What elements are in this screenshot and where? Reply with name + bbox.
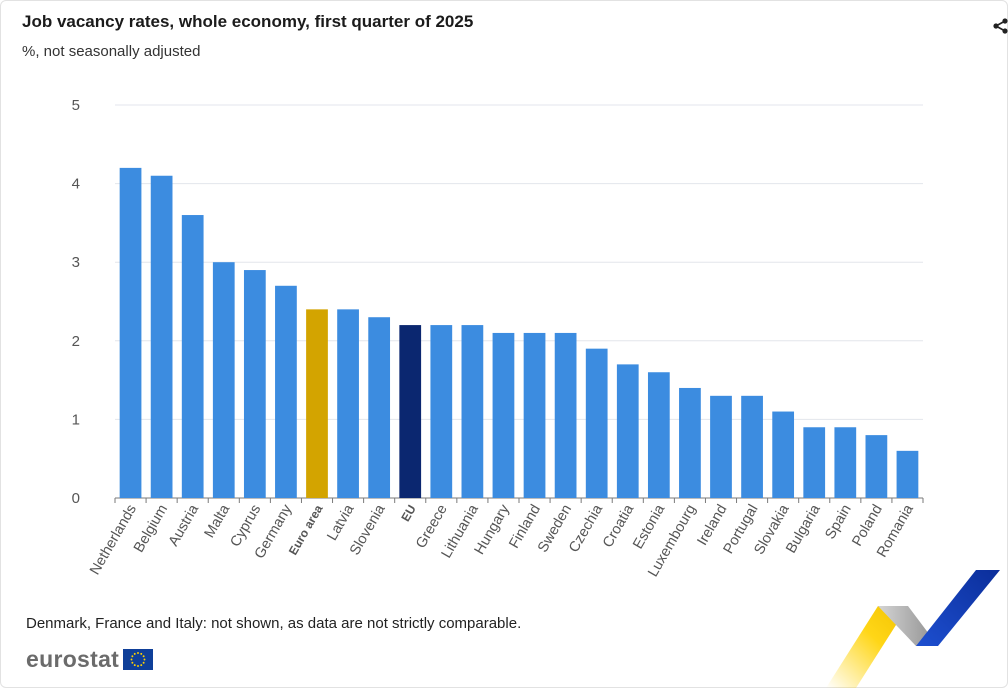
bar-austria[interactable] xyxy=(181,215,204,499)
bar-euro-area[interactable] xyxy=(306,309,328,498)
flag-star xyxy=(137,652,140,654)
bar-germany[interactable] xyxy=(275,285,297,498)
x-tick-label: Spain xyxy=(822,502,854,542)
flag-star xyxy=(142,655,145,658)
bar-estonia[interactable] xyxy=(647,372,670,498)
flag-star xyxy=(140,652,143,655)
bar-latvia[interactable] xyxy=(337,309,359,498)
bar-slovakia[interactable] xyxy=(772,411,795,498)
bar-bulgaria[interactable] xyxy=(803,427,826,498)
flag-star xyxy=(131,661,134,664)
chart-subtitle: %, not seasonally adjusted xyxy=(22,43,201,60)
x-tick-label: Malta xyxy=(202,501,234,541)
footnote: Denmark, France and Italy: not shown, as… xyxy=(26,615,522,632)
bar-sweden[interactable] xyxy=(554,332,577,498)
y-tick-label: 4 xyxy=(72,176,80,193)
y-tick-label: 3 xyxy=(72,254,80,271)
eu-flag-icon xyxy=(123,649,154,670)
bar-poland[interactable] xyxy=(865,435,888,498)
bar-romania[interactable] xyxy=(896,450,919,498)
logo-text: eurostat xyxy=(26,646,120,672)
bar-slovenia[interactable] xyxy=(368,317,391,498)
flag-star xyxy=(142,661,145,664)
flag-star xyxy=(133,652,136,655)
x-tick-label: Latvia xyxy=(324,501,358,543)
bar-croatia[interactable] xyxy=(616,364,639,498)
bar-greece[interactable] xyxy=(430,325,453,498)
decorative-swoosh xyxy=(826,570,1000,688)
bar-belgium[interactable] xyxy=(150,175,173,499)
eurostat-logo: eurostat xyxy=(26,646,154,673)
bar-ireland[interactable] xyxy=(710,395,732,498)
bar-portugal[interactable] xyxy=(741,395,763,498)
x-tick-label: EU xyxy=(398,503,418,524)
y-tick-label: 2 xyxy=(72,333,80,350)
y-tick-label: 5 xyxy=(72,97,80,114)
flag-star xyxy=(143,658,146,661)
bar-finland[interactable] xyxy=(523,332,546,498)
flag-star xyxy=(140,664,143,667)
bar-luxembourg[interactable] xyxy=(679,387,701,498)
share-icon[interactable] xyxy=(992,18,1008,34)
bar-eu[interactable] xyxy=(399,325,422,498)
flag-star xyxy=(137,665,140,667)
bar-hungary[interactable] xyxy=(492,332,515,498)
chart-title: Job vacancy rates, whole economy, first … xyxy=(22,12,474,31)
y-tick-label: 0 xyxy=(72,490,80,507)
flag-star xyxy=(131,655,134,658)
bar-czechia[interactable] xyxy=(585,348,608,498)
bar-malta[interactable] xyxy=(212,262,235,498)
bar-spain[interactable] xyxy=(834,427,857,498)
bar-lithuania[interactable] xyxy=(461,325,484,498)
flag-star xyxy=(130,658,133,661)
y-tick-label: 1 xyxy=(72,411,80,428)
flag-star xyxy=(133,664,136,667)
bar-netherlands[interactable] xyxy=(119,167,142,498)
x-tick-label: Netherlands xyxy=(87,502,140,578)
x-tick-label: Austria xyxy=(166,501,203,549)
bar-cyprus[interactable] xyxy=(243,270,266,498)
